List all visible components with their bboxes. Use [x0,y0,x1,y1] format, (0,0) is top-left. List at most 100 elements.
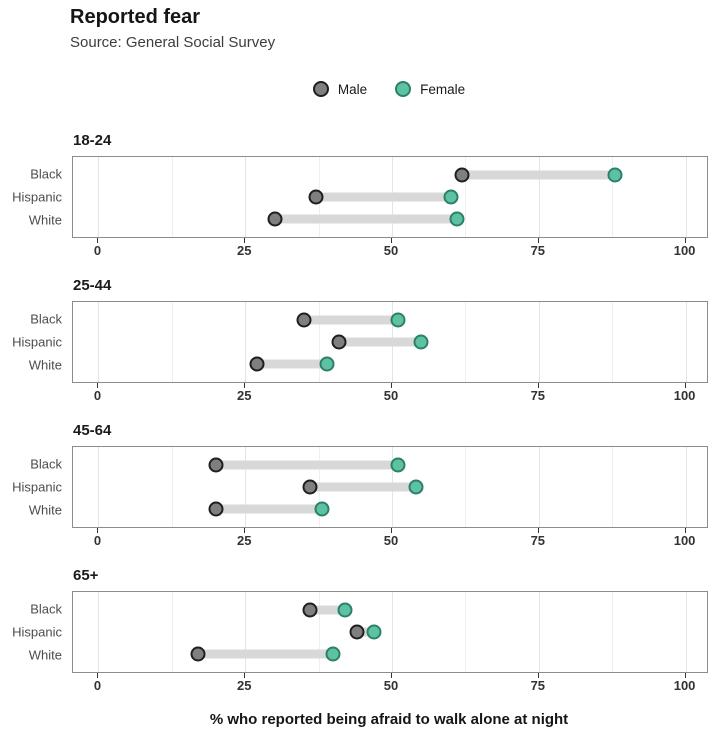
dumbbell-bar [274,214,457,224]
minor-gridline [465,447,467,527]
minor-gridline [612,157,614,237]
major-gridline [685,447,687,527]
female-dot [337,602,353,618]
x-tick-mark [244,238,246,243]
y-axis-labels: Black Hispanic White [0,156,72,238]
x-tick-mark [684,383,686,388]
dumbbell-bar [356,627,375,637]
x-tick-label: 75 [530,243,546,258]
legend-item-male: Male [312,81,368,97]
male-dot [308,189,324,205]
y-axis-label: Black [30,601,62,617]
male-dot [296,312,312,328]
minor-gridline [612,447,614,527]
panel-title: 18-24 [73,132,112,149]
x-tick-mark [391,528,393,533]
x-tick-mark [97,528,99,533]
male-dot [249,356,265,372]
y-axis-label: Black [30,311,62,327]
minor-gridline [612,592,614,672]
female-dot [408,479,423,495]
x-tick-mark [97,383,99,388]
x-tick-label: 25 [237,533,252,548]
chart-title: Reported fear [70,6,201,28]
panel-group: 45-64 Black Hispanic White 0 25 50 75 100 [0,421,714,552]
panel-row: Black Hispanic White [0,591,714,673]
major-gridline [245,157,247,237]
x-tick-label: 25 [237,678,252,693]
x-tick-mark [537,673,539,678]
dumbbell-bar [309,482,416,492]
major-gridline [538,302,540,382]
male-dot [349,624,365,640]
x-tick-label: 25 [237,388,252,403]
x-tick-label: 75 [530,388,546,403]
major-gridline [98,302,100,382]
y-axis-label: Hispanic [12,479,62,495]
dumbbell-bar [339,337,422,347]
minor-gridline [171,302,173,382]
x-tick-mark [684,673,686,678]
major-gridline [392,592,394,672]
panel-group: 18-24 Black Hispanic White 0 25 50 75 100 [0,131,714,262]
x-tick-mark [684,528,686,533]
x-tick-mark [684,238,686,243]
dumbbell-bar [198,649,334,659]
x-axis-title: % who reported being afraid to walk alon… [209,711,569,728]
female-dot [390,457,406,473]
panel-row: Black Hispanic White [0,301,714,383]
y-axis-labels: Black Hispanic White [0,591,72,673]
major-gridline [685,157,687,237]
x-tick-label: 50 [383,533,399,548]
male-dot [208,501,224,517]
major-gridline [245,302,247,382]
male-dot [331,334,347,350]
panel-plot [72,301,708,383]
y-axis-labels: Black Hispanic White [0,301,72,383]
x-tick-mark [391,383,393,388]
female-dot [314,501,330,517]
x-tick-label: 75 [530,678,546,693]
dumbbell-bar [303,315,398,325]
major-gridline [538,592,540,672]
x-tick-mark [97,673,99,678]
panel-plot [72,591,708,673]
y-axis-label: White [28,502,62,518]
x-tick-label: 25 [237,243,252,258]
minor-gridline [465,302,467,382]
x-tick-mark [537,238,539,243]
panel-row: Black Hispanic White [0,446,714,528]
legend-label-female: Female [420,81,466,97]
panel-plot [72,446,708,528]
panel-title: 25-44 [73,277,112,294]
dumbbell-bar [462,170,616,180]
dumbbell-bar [309,605,346,615]
female-dot [443,189,459,205]
male-dot [267,211,283,227]
male-dot [302,602,318,618]
legend-label-male: Male [337,81,368,97]
major-gridline [538,447,540,527]
female-dot [319,356,335,372]
x-axis: 0 25 50 75 100 [72,528,706,552]
x-tick-mark [537,383,539,388]
panel-group: 25-44 Black Hispanic White 0 25 50 75 100 [0,276,714,407]
panel-plot [72,156,708,238]
dumbbell-bar [256,359,328,369]
female-dot [607,167,623,183]
male-dot [208,457,224,473]
y-axis-label: Hispanic [12,334,62,350]
minor-gridline [171,447,173,527]
panel-row: Black Hispanic White [0,156,714,238]
major-gridline [685,302,687,382]
minor-gridline [318,302,320,382]
x-tick-label: 100 [673,388,696,403]
x-tick-label: 75 [530,533,546,548]
x-tick-mark [537,528,539,533]
x-tick-mark [97,238,99,243]
minor-gridline [171,592,173,672]
female-dot [325,646,341,662]
chart-subtitle: Source: General Social Survey [70,34,276,51]
female-dot [366,624,382,640]
